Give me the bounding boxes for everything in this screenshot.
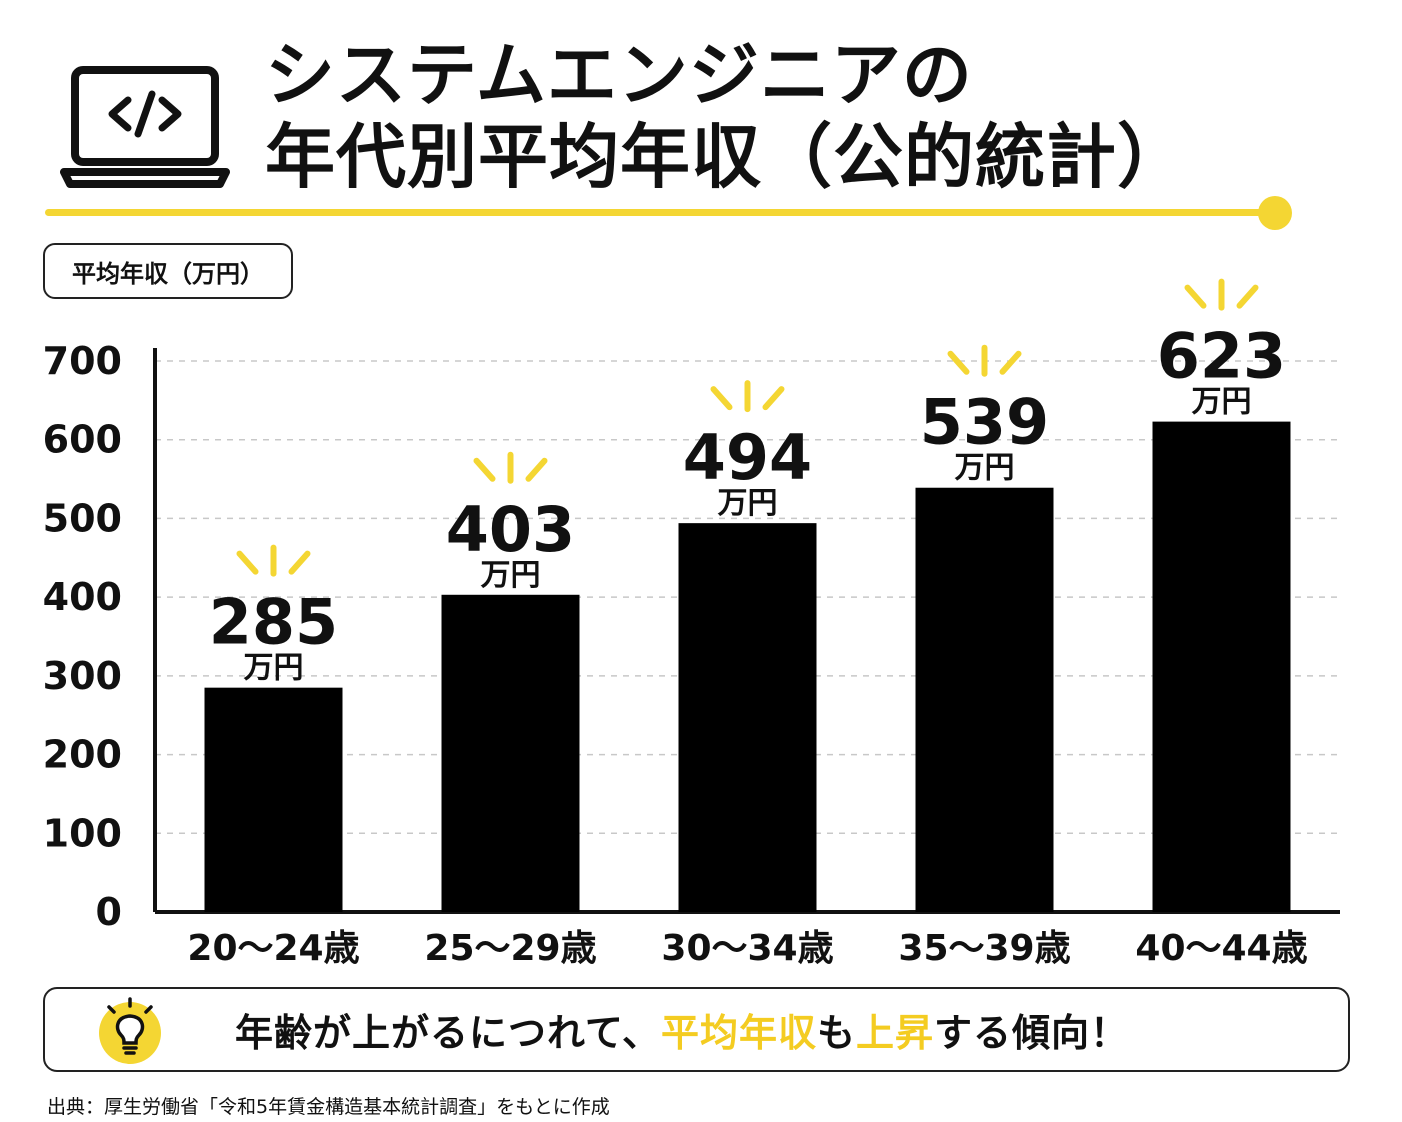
chart-title-line-2: 年代別平均年収（公的統計） <box>265 116 1188 198</box>
y-tick-label: 100 <box>43 811 122 855</box>
bar <box>441 594 580 912</box>
y-tick-label: 400 <box>43 575 122 619</box>
insight-highlight: 上昇 <box>856 1011 935 1055</box>
insight-highlight: 平均年収 <box>660 1011 817 1055</box>
data-label: 494 <box>683 421 812 494</box>
sparkle-ray <box>473 457 496 482</box>
laptop-code-icon <box>60 62 230 194</box>
data-label-unit: 万円 <box>718 486 778 521</box>
x-tick-label: 35～39歳 <box>898 928 1070 969</box>
lightbulb-icon <box>95 997 165 1069</box>
y-tick-label: 600 <box>43 418 122 462</box>
insight-callout: 年齢が上がるにつれて、 平均年収も上昇 する傾向！ <box>43 987 1350 1072</box>
data-label: 285 <box>209 586 338 659</box>
data-label-unit: 万円 <box>955 451 1015 486</box>
sparkle-icon <box>473 451 548 484</box>
chart-title-line-1: システムエンジニアの <box>265 34 973 116</box>
bar <box>678 523 817 912</box>
sparkle-ray <box>525 457 548 482</box>
sparkle-ray <box>999 350 1022 375</box>
data-label: 623 <box>1157 320 1286 393</box>
sparkle-ray <box>236 550 259 575</box>
insight-text: 年齢が上がるにつれて、 平均年収も上昇 する傾向！ <box>235 989 1129 1070</box>
data-label: 403 <box>446 493 575 566</box>
sparkle-ray <box>1236 284 1259 309</box>
x-tick-label: 20～24歳 <box>187 928 359 969</box>
sparkle-ray <box>947 350 970 375</box>
sparkle-icon <box>1184 278 1259 311</box>
sparkle-ray <box>288 550 311 575</box>
data-label-unit: 万円 <box>481 558 541 593</box>
y-tick-label: 0 <box>96 890 122 934</box>
insight-text-part: 年齢が上がるにつれて、 <box>235 1011 661 1055</box>
y-tick-label: 500 <box>43 496 122 540</box>
header-divider <box>45 209 1275 216</box>
x-tick-label: 25～29歳 <box>424 928 596 969</box>
y-tick-label: 700 <box>43 339 122 383</box>
sparkle-ray <box>762 386 785 411</box>
bar <box>1152 421 1291 912</box>
bar <box>915 487 1054 912</box>
data-label-unit: 万円 <box>1192 385 1252 420</box>
y-axis-unit-label: 平均年収（万円） <box>43 243 293 299</box>
sparkle-ray <box>1184 284 1207 309</box>
header-divider-dot <box>1258 196 1292 230</box>
x-tick-label: 30～34歳 <box>661 928 833 969</box>
source-citation: 出典：厚生労働省「令和5年賃金構造基本統計調査」をもとに作成 <box>47 1096 610 1118</box>
sparkle-icon <box>236 544 311 577</box>
insight-text-part: する傾向！ <box>934 1011 1130 1055</box>
y-tick-label: 300 <box>43 654 122 698</box>
x-tick-label: 40～44歳 <box>1135 928 1307 969</box>
data-label: 539 <box>920 386 1049 459</box>
bar <box>204 687 343 912</box>
sparkle-icon <box>710 380 785 413</box>
data-label-unit: 万円 <box>244 651 304 686</box>
insight-text-part: も <box>816 1011 856 1055</box>
sparkle-ray <box>710 386 733 411</box>
y-tick-label: 200 <box>43 733 122 777</box>
sparkle-icon <box>947 344 1022 377</box>
